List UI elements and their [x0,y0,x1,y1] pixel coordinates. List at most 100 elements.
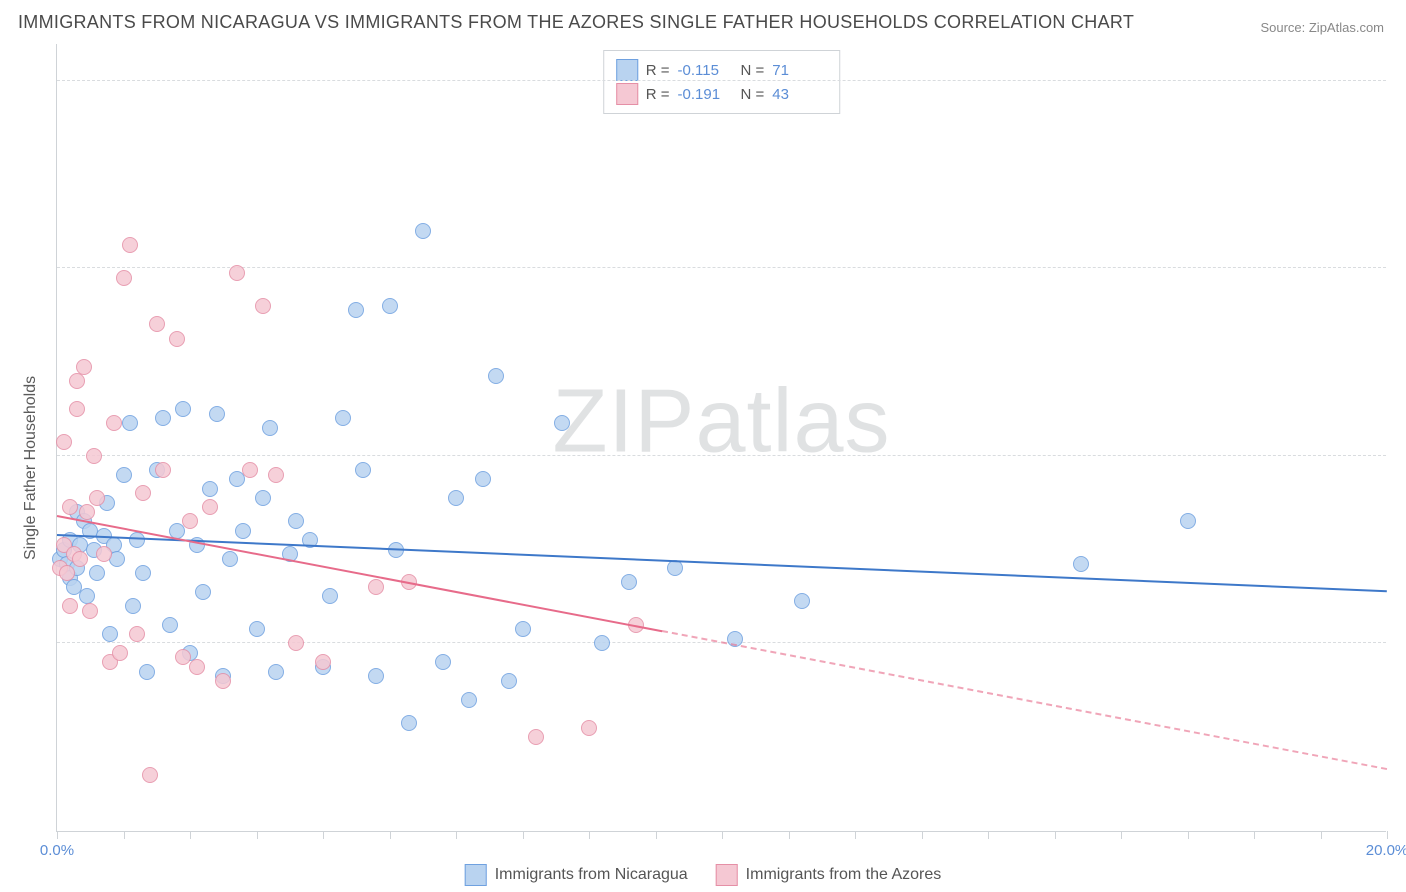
scatter-point-nicaragua [368,668,384,684]
legend-item-azores: Immigrants from the Azores [716,864,942,886]
watermark-part-b: atlas [695,371,890,471]
scatter-point-nicaragua [667,560,683,576]
scatter-point-azores [142,767,158,783]
scatter-point-nicaragua [249,621,265,637]
stat-n-value: 71 [772,62,827,79]
stats-legend-box: R =-0.115N =71R =-0.191N =43 [603,50,841,114]
stat-r-value: -0.191 [678,86,733,103]
scatter-point-nicaragua [355,462,371,478]
y-tick-label: 8.0% [1391,55,1406,72]
scatter-point-nicaragua [448,490,464,506]
swatch-azores [616,83,638,105]
swatch-nicaragua [616,59,638,81]
scatter-point-azores [62,598,78,614]
x-tick [1188,831,1189,839]
scatter-point-azores [59,565,75,581]
scatter-point-nicaragua [89,565,105,581]
x-tick [257,831,258,839]
scatter-point-nicaragua [222,551,238,567]
stat-n-value: 43 [772,86,827,103]
gridline [57,455,1386,456]
scatter-point-azores [242,462,258,478]
x-tick [1321,831,1322,839]
trendline-azores-extrapolated [662,630,1387,770]
scatter-point-nicaragua [255,490,271,506]
scatter-point-nicaragua [435,654,451,670]
x-tick [1387,831,1388,839]
x-tick-label: 20.0% [1366,842,1406,859]
stats-row-azores: R =-0.191N =43 [616,83,828,105]
scatter-point-nicaragua [209,406,225,422]
scatter-point-nicaragua [162,617,178,633]
scatter-point-azores [229,265,245,281]
stat-n-label: N = [741,62,765,79]
x-tick [922,831,923,839]
scatter-point-azores [56,434,72,450]
scatter-point-nicaragua [382,298,398,314]
chart-title: IMMIGRANTS FROM NICARAGUA VS IMMIGRANTS … [18,12,1134,33]
scatter-point-nicaragua [461,692,477,708]
scatter-point-nicaragua [488,368,504,384]
scatter-point-azores [116,270,132,286]
scatter-point-nicaragua [129,532,145,548]
x-tick [1254,831,1255,839]
stat-r-value: -0.115 [678,62,733,79]
y-tick-label: 2.0% [1391,618,1406,635]
x-tick [1055,831,1056,839]
scatter-point-nicaragua [1073,556,1089,572]
scatter-point-azores [89,490,105,506]
scatter-point-azores [69,401,85,417]
watermark-part-a: ZIP [552,371,695,471]
scatter-point-azores [62,499,78,515]
scatter-point-nicaragua [401,715,417,731]
scatter-point-azores [169,331,185,347]
scatter-point-azores [315,654,331,670]
x-tick [390,831,391,839]
stat-r-label: R = [646,86,670,103]
scatter-point-azores [106,415,122,431]
scatter-point-azores [268,467,284,483]
scatter-point-azores [202,499,218,515]
scatter-point-azores [528,729,544,745]
scatter-point-nicaragua [335,410,351,426]
scatter-point-azores [368,579,384,595]
x-tick [523,831,524,839]
scatter-point-nicaragua [135,565,151,581]
scatter-point-nicaragua [195,584,211,600]
x-tick [57,831,58,839]
x-tick [124,831,125,839]
scatter-point-azores [72,551,88,567]
scatter-point-azores [255,298,271,314]
scatter-point-nicaragua [1180,513,1196,529]
legend-label-nicaragua: Immigrants from Nicaragua [495,866,688,884]
y-tick-label: 4.0% [1391,430,1406,447]
scatter-point-nicaragua [268,664,284,680]
x-tick [323,831,324,839]
scatter-point-azores [82,603,98,619]
scatter-point-nicaragua [415,223,431,239]
scatter-point-nicaragua [122,415,138,431]
scatter-point-nicaragua [202,481,218,497]
scatter-point-azores [189,659,205,675]
scatter-point-nicaragua [175,401,191,417]
scatter-point-azores [182,513,198,529]
watermark: ZIPatlas [552,370,890,473]
scatter-point-nicaragua [501,673,517,689]
legend-label-azores: Immigrants from the Azores [746,866,942,884]
scatter-point-nicaragua [102,626,118,642]
y-tick-label: 6.0% [1391,243,1406,260]
scatter-point-nicaragua [621,574,637,590]
scatter-point-azores [76,359,92,375]
scatter-point-azores [581,720,597,736]
legend-swatch-nicaragua [465,864,487,886]
stat-r-label: R = [646,62,670,79]
x-tick [988,831,989,839]
gridline [57,80,1386,81]
x-tick [722,831,723,839]
scatter-point-azores [135,485,151,501]
x-tick [855,831,856,839]
chart-plot-area: ZIPatlas R =-0.115N =71R =-0.191N =43 2.… [56,44,1386,832]
trendline-nicaragua [57,534,1387,592]
scatter-point-azores [112,645,128,661]
scatter-point-nicaragua [322,588,338,604]
